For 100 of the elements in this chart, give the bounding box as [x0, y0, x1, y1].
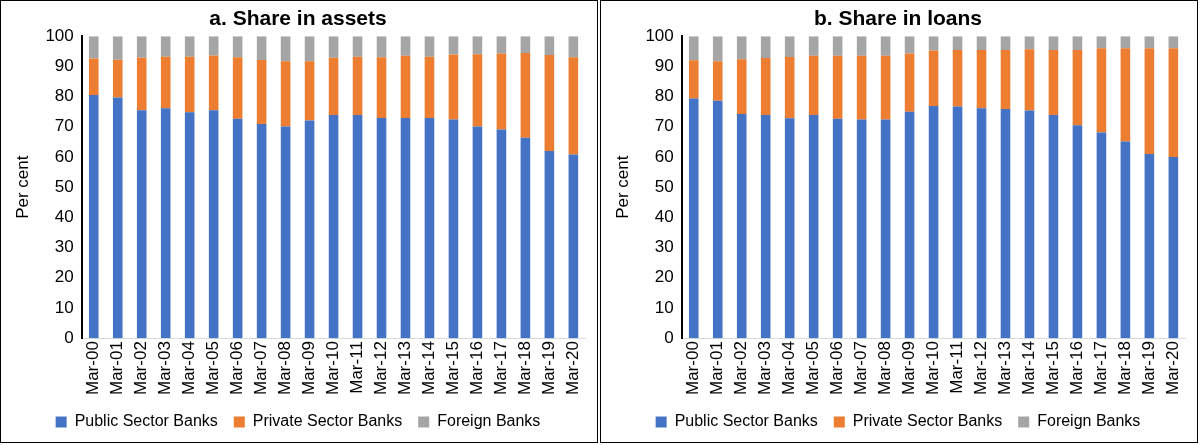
bar: [1096, 48, 1107, 133]
bar: [736, 36, 747, 60]
bar: [808, 36, 819, 56]
bar: [856, 119, 867, 339]
bar: [208, 55, 219, 111]
bar: [376, 118, 387, 339]
bar: [112, 97, 123, 339]
x-tick-label: Mar-02: [131, 341, 151, 396]
bar: [232, 118, 243, 339]
x-tick-label: Mar-20: [1163, 341, 1183, 396]
y-tick-label: 40: [654, 207, 674, 227]
bar: [976, 108, 987, 339]
x-tick-label: Mar-11: [347, 341, 367, 394]
x-tick-label: Mar-14: [1019, 341, 1039, 396]
bar: [328, 36, 339, 58]
bar: [112, 59, 123, 98]
bar: [784, 36, 795, 58]
y-tick-label: 50: [54, 176, 74, 196]
x-tick-label: Mar-16: [1067, 341, 1087, 396]
bar: [880, 36, 891, 56]
legend-label: Public Sector Banks: [674, 412, 818, 430]
bar: [904, 111, 915, 339]
bar: [448, 119, 459, 339]
bar: [184, 56, 195, 113]
legend-label: Public Sector Banks: [74, 412, 218, 430]
bar: [712, 100, 723, 339]
bar: [496, 53, 507, 130]
y-tick-label: 100: [45, 25, 74, 45]
bar: [904, 53, 915, 112]
x-tick-label: Mar-19: [539, 341, 559, 396]
bar: [568, 57, 579, 155]
y-tick-label: 80: [654, 86, 674, 106]
x-tick-label: Mar-12: [371, 341, 391, 396]
bar: [424, 56, 435, 119]
x-tick-label: Mar-04: [779, 341, 799, 396]
bar: [1048, 115, 1059, 339]
bar: [136, 57, 147, 111]
bar: [856, 55, 867, 120]
y-tick-label: 20: [654, 267, 674, 287]
bar: [112, 36, 123, 60]
bar: [88, 58, 99, 96]
bar: [160, 108, 171, 339]
x-tick-label: Mar-06: [227, 341, 247, 396]
x-tick-label: Mar-08: [875, 341, 895, 396]
x-tick-label: Mar-07: [251, 341, 271, 396]
bar: [568, 154, 579, 339]
bar: [232, 57, 243, 119]
x-tick-label: Mar-04: [179, 341, 199, 396]
y-tick-label: 80: [54, 86, 74, 106]
bar: [976, 50, 987, 109]
bar: [760, 36, 771, 58]
y-tick-label: 60: [654, 146, 674, 166]
x-tick-label: Mar-00: [683, 341, 703, 396]
bar: [328, 115, 339, 339]
x-tick-label: Mar-00: [83, 341, 103, 396]
bar: [400, 118, 411, 339]
bar: [952, 50, 963, 107]
x-tick-label: Mar-10: [923, 341, 943, 396]
bar: [424, 36, 435, 57]
x-tick-label: Mar-06: [827, 341, 847, 396]
bar: [352, 115, 363, 339]
x-tick-label: Mar-09: [299, 341, 319, 396]
bar: [136, 36, 147, 58]
bar: [760, 115, 771, 339]
x-tick-label: Mar-08: [275, 341, 295, 396]
y-tick-label: 10: [654, 297, 674, 317]
bar: [256, 60, 267, 125]
bar: [280, 36, 291, 62]
bar: [208, 110, 219, 339]
y-tick-label: 10: [54, 297, 74, 317]
bar: [832, 118, 843, 339]
bar: [256, 124, 267, 339]
x-tick-label: Mar-03: [755, 341, 775, 396]
bar: [736, 59, 747, 115]
y-axis-title: Per cent: [612, 155, 632, 219]
bar: [208, 36, 219, 56]
bar: [184, 36, 195, 57]
bar: [760, 57, 771, 116]
bar: [496, 129, 507, 339]
x-tick-label: Mar-15: [1043, 341, 1063, 396]
y-tick-label: 70: [654, 116, 674, 136]
bar: [472, 126, 483, 339]
x-tick-label: Mar-18: [515, 341, 535, 396]
bar: [448, 54, 459, 120]
y-tick-label: 40: [54, 207, 74, 227]
x-tick-label: Mar-01: [707, 341, 727, 396]
bar: [256, 36, 267, 61]
bar: [1144, 153, 1155, 339]
bar: [808, 55, 819, 116]
bar: [88, 95, 99, 339]
y-tick-label: 20: [54, 267, 74, 287]
bar: [832, 55, 843, 119]
bar: [544, 54, 555, 151]
bar: [928, 50, 939, 106]
bar: [1096, 132, 1107, 339]
bar: [160, 36, 171, 57]
bar: [520, 53, 531, 138]
bar: [736, 114, 747, 339]
bar: [1024, 110, 1035, 339]
legend-label: Private Sector Banks: [852, 412, 1003, 430]
